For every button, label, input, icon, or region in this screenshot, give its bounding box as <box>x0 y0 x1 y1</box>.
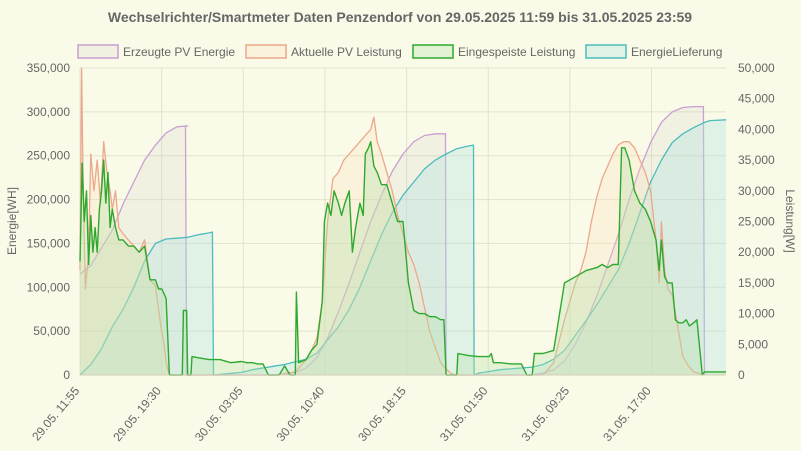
y-tick-right: 10,000 <box>738 307 775 321</box>
legend-swatch <box>585 44 627 59</box>
series-line <box>79 141 726 376</box>
x-tick: 31.05. 17:00 <box>600 384 654 444</box>
legend: Erzeugte PV Energie Aktuelle PV Leistung E… <box>77 44 722 59</box>
y-tick-left: 350,000 <box>27 61 71 75</box>
x-tick: 31.05. 01:50 <box>437 384 491 444</box>
y-tick-right: 45,000 <box>738 92 775 106</box>
legend-swatch <box>77 44 119 59</box>
chart-title: Wechselrichter/Smartmeter Daten Penzendo… <box>108 9 692 25</box>
y-tick-left: 300,000 <box>27 105 71 119</box>
legend-label: EnergieLieferung <box>631 45 722 59</box>
x-tick: 30.05. 03:05 <box>192 384 246 444</box>
y-tick-right: 20,000 <box>738 245 775 259</box>
y-tick-right: 35,000 <box>738 153 775 167</box>
y-tick-right: 30,000 <box>738 184 775 198</box>
series-area <box>80 141 726 375</box>
series-line <box>79 67 705 376</box>
x-tick: 29.05. 19:30 <box>110 384 164 444</box>
grid <box>79 67 726 376</box>
y-tick-right: 25,000 <box>738 215 775 229</box>
series-area <box>80 106 705 375</box>
series-line <box>79 105 706 376</box>
x-tick: 30.05. 10:40 <box>274 384 328 444</box>
y-tick-left: 250,000 <box>27 149 71 163</box>
y-tick-right: 5,000 <box>738 337 768 351</box>
series-area <box>80 68 705 375</box>
y-tick-left: 200,000 <box>27 193 71 207</box>
y-axis-left-title: Energie[WH] <box>5 187 19 255</box>
legend-swatch <box>412 44 454 59</box>
legend-label: Eingespeiste Leistung <box>458 45 575 59</box>
legend-swatch <box>245 44 287 59</box>
x-tick: 30.05. 18:15 <box>355 384 409 444</box>
x-tick: 29.05. 11:55 <box>29 384 82 444</box>
y-tick-left: 150,000 <box>27 236 71 250</box>
y-tick-left: 100,000 <box>27 280 71 294</box>
y-tick-right: 40,000 <box>738 122 775 136</box>
y-tick-left: 0 <box>63 368 70 382</box>
y-tick-right: 15,000 <box>738 276 775 290</box>
y-tick-right: 0 <box>738 368 745 382</box>
y-axis-right-title: Leistung[W] <box>783 189 797 252</box>
series-layer <box>79 67 727 376</box>
y-tick-right: 50,000 <box>738 61 775 75</box>
y-tick-left: 50,000 <box>33 324 70 338</box>
series-area <box>80 119 726 375</box>
series-line <box>79 119 727 376</box>
legend-label: Aktuelle PV Leistung <box>291 45 402 59</box>
legend-label: Erzeugte PV Energie <box>123 45 235 59</box>
x-tick: 31.05. 09:25 <box>519 384 573 444</box>
